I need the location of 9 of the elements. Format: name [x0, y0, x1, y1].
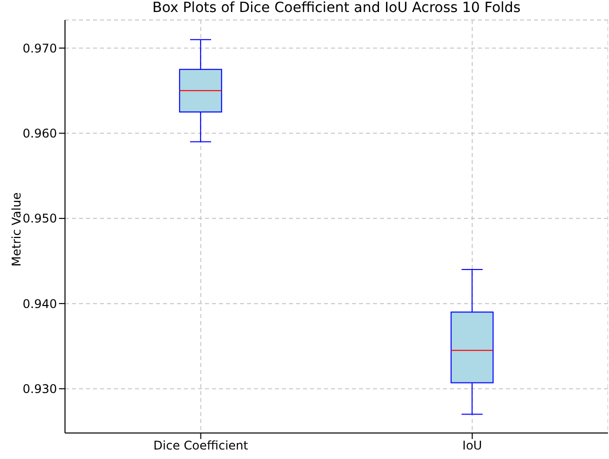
- chart-title: Box Plots of Dice Coefficient and IoU Across 10 Folds: [151, 0, 522, 16]
- y-tick-label: 0.930: [22, 382, 57, 396]
- y-tick-label: 0.960: [22, 126, 57, 141]
- y-axis-title: Metric Value: [9, 192, 24, 266]
- y-tick-label: 0.940: [22, 296, 57, 311]
- y-tick-label: 0.950: [22, 212, 57, 226]
- x-tick-label: IoU: [462, 438, 482, 453]
- x-tick-label: Dice Coefficient: [153, 438, 248, 453]
- y-tick-label: 0.970: [22, 41, 57, 56]
